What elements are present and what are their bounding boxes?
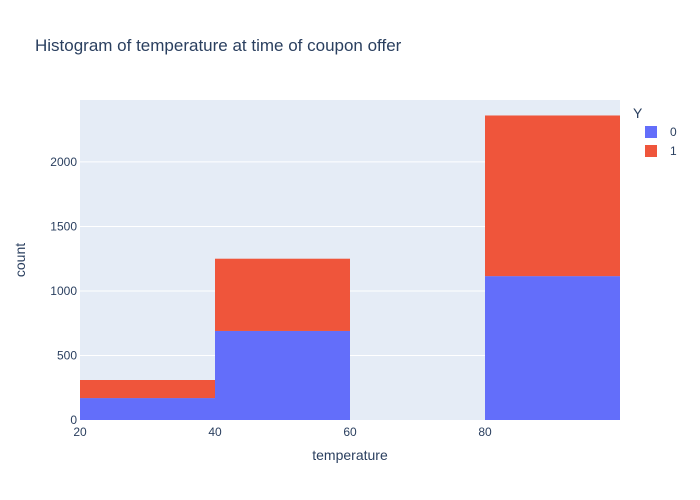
y-axis-title: count [12,243,28,277]
x-axis-title: temperature [312,447,388,463]
bar-0-20-40[interactable] [80,398,215,420]
y-tick-label: 1500 [50,219,77,233]
bar-1-20-40[interactable] [80,380,215,399]
bar-0-40-60[interactable] [215,330,350,420]
y-tick-labels: 0 500 1000 1500 2000 [50,155,77,427]
legend-label-0[interactable]: 0 [670,125,677,139]
x-tick-label: 20 [73,425,87,439]
bar-1-80-100[interactable] [485,115,620,277]
x-tick-label: 80 [478,425,492,439]
legend-label-1[interactable]: 1 [670,144,677,158]
chart-title: Histogram of temperature at time of coup… [35,36,402,55]
bar-0-80-100[interactable] [485,276,620,420]
x-tick-labels: 20 40 60 80 [73,425,492,439]
legend-swatch-0[interactable] [645,126,657,138]
y-tick-label: 1000 [50,284,77,298]
y-tick-label: 500 [57,348,77,362]
bar-1-40-60[interactable] [215,258,350,331]
legend-title: Y [633,105,643,121]
legend: Y 0 1 [633,105,677,158]
legend-swatch-1[interactable] [645,145,657,157]
x-tick-label: 40 [208,425,222,439]
bars-group [80,115,620,420]
y-tick-label: 2000 [50,155,77,169]
y-tick-label: 0 [70,413,77,427]
x-tick-label: 60 [343,425,357,439]
